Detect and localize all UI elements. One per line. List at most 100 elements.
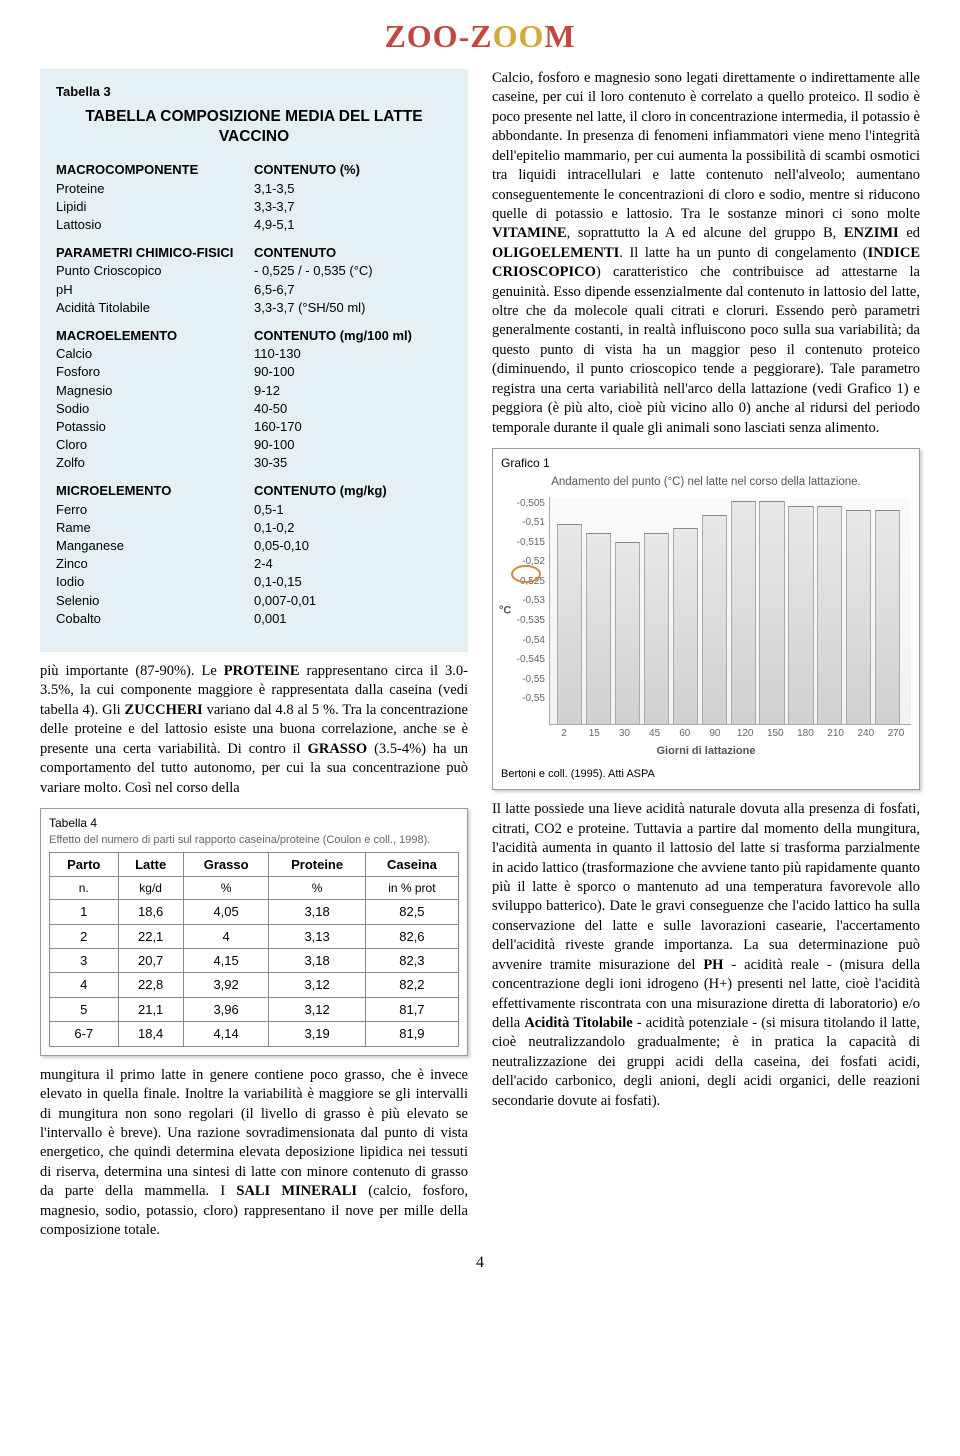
t4-cell: 3,13 <box>269 924 365 948</box>
t3-cell: 40-50 <box>254 400 452 418</box>
table-3: Tabella 3 TABELLA COMPOSIZIONE MEDIA DEL… <box>40 69 468 652</box>
t4-cell: 3,96 <box>183 997 269 1021</box>
t4-cell: 3,18 <box>269 900 365 924</box>
t4-cell: 4,15 <box>183 949 269 973</box>
t4-cell: 22,8 <box>118 973 183 997</box>
t3-header: MICROELEMENTO <box>56 482 254 500</box>
t4-cell: 21,1 <box>118 997 183 1021</box>
t4-cell: 2 <box>50 924 119 948</box>
t4-cell: 82,2 <box>365 973 458 997</box>
t4-cell: 18,4 <box>118 1022 183 1046</box>
ytick: -0,51 <box>501 518 545 528</box>
chart-bar <box>788 506 813 724</box>
chart-bar <box>586 533 611 724</box>
t3-cell: 3,3-3,7 (°SH/50 ml) <box>254 299 452 317</box>
chart-ylabel: °C <box>499 603 511 618</box>
table-4: Tabella 4 Effetto del numero di parti su… <box>40 808 468 1056</box>
t3-cell: 90-100 <box>254 436 452 454</box>
grafico-1: Grafico 1 Andamento del punto (°C) nel l… <box>492 448 920 790</box>
t4-cell: 81,7 <box>365 997 458 1021</box>
xtick: 60 <box>670 727 700 740</box>
chart-bar <box>557 524 582 724</box>
paragraph-left-1: più importante (87-90%). Le PROTEINE rap… <box>40 662 468 798</box>
t3-cell: pH <box>56 281 254 299</box>
xtick: 90 <box>700 727 730 740</box>
t3-cell: Lattosio <box>56 216 254 234</box>
t3-cell: Fosforo <box>56 363 254 381</box>
t3-cell: 90-100 <box>254 363 452 381</box>
t3-cell: 30-35 <box>254 454 452 472</box>
table4-label: Tabella 4 <box>49 815 459 831</box>
t4-cell: 3,92 <box>183 973 269 997</box>
xtick: 45 <box>640 727 670 740</box>
chart-bar <box>702 515 727 724</box>
t4-header: Proteine <box>269 852 365 876</box>
xtick: 2 <box>549 727 579 740</box>
t4-header: Latte <box>118 852 183 876</box>
t4-header: Caseina <box>365 852 458 876</box>
right-column: Calcio, fosforo e magnesio sono legati d… <box>492 69 920 1240</box>
t3-cell: Sodio <box>56 400 254 418</box>
t3-cell: Calcio <box>56 345 254 363</box>
t4-cell: 18,6 <box>118 900 183 924</box>
t3-cell: 3,1-3,5 <box>254 180 452 198</box>
chart-bar <box>644 533 669 724</box>
xtick: 180 <box>790 727 820 740</box>
t3-cell: 9-12 <box>254 382 452 400</box>
table3-label: Tabella 3 <box>56 83 452 101</box>
t3-cell: Acidità Titolabile <box>56 299 254 317</box>
xtick: 270 <box>881 727 911 740</box>
t3-cell: Rame <box>56 519 254 537</box>
t3-cell: 6,5-6,7 <box>254 281 452 299</box>
ytick: -0,54 <box>501 636 545 646</box>
t3-cell: Potassio <box>56 418 254 436</box>
chart-bar <box>875 510 900 723</box>
t4-cell: 1 <box>50 900 119 924</box>
grafico1-label: Grafico 1 <box>501 455 911 471</box>
left-column: Tabella 3 TABELLA COMPOSIZIONE MEDIA DEL… <box>40 69 468 1240</box>
t3-cell: 2-4 <box>254 555 452 573</box>
page-number: 4 <box>40 1254 920 1272</box>
t4-subheader: % <box>269 877 365 900</box>
t3-cell: 0,007-0,01 <box>254 592 452 610</box>
t3-cell: - 0,525 / - 0,535 (°C) <box>254 262 452 280</box>
table4-caption: Effetto del numero di parti sul rapporto… <box>49 833 459 848</box>
t3-cell: 0,5-1 <box>254 501 452 519</box>
ytick: -0,515 <box>501 538 545 548</box>
t4-cell: 82,5 <box>365 900 458 924</box>
chart-bar <box>759 501 784 723</box>
t4-subheader: % <box>183 877 269 900</box>
t4-cell: 3,12 <box>269 973 365 997</box>
paragraph-left-2: mungitura il primo latte in genere conti… <box>40 1066 468 1241</box>
t3-header: CONTENUTO (%) <box>254 161 452 179</box>
logo: ZOO-ZOOM <box>40 18 920 55</box>
xtick: 150 <box>760 727 790 740</box>
t3-cell: Selenio <box>56 592 254 610</box>
t3-header: CONTENUTO (mg/kg) <box>254 482 452 500</box>
t4-cell: 3 <box>50 949 119 973</box>
t3-cell: 160-170 <box>254 418 452 436</box>
t4-cell: 82,6 <box>365 924 458 948</box>
t4-cell: 20,7 <box>118 949 183 973</box>
xtick: 15 <box>579 727 609 740</box>
paragraph-right-1: Calcio, fosforo e magnesio sono legati d… <box>492 69 920 438</box>
table4-grid: PartoLatteGrassoProteineCaseina n.kg/d%%… <box>49 852 459 1047</box>
chart-plot <box>549 497 911 725</box>
t3-cell: 110-130 <box>254 345 452 363</box>
chart-area: °C -0,505-0,51-0,515-0,52-0,525-0,53-0,5… <box>501 497 911 725</box>
t4-cell: 5 <box>50 997 119 1021</box>
t4-cell: 4 <box>50 973 119 997</box>
highlight-circle-icon <box>511 565 541 583</box>
t3-header: CONTENUTO <box>254 244 452 262</box>
t3-cell: Lipidi <box>56 198 254 216</box>
t3-cell: Cloro <box>56 436 254 454</box>
chart-bar <box>817 506 842 724</box>
t4-cell: 82,3 <box>365 949 458 973</box>
chart-xaxis: 21530456090120150180210240270 <box>501 727 911 740</box>
t3-cell: 0,001 <box>254 610 452 628</box>
ytick: -0,55 <box>501 675 545 685</box>
t3-cell: 0,1-0,15 <box>254 573 452 591</box>
t3-header: MACROCOMPONENTE <box>56 161 254 179</box>
t4-header: Grasso <box>183 852 269 876</box>
t3-header: CONTENUTO (mg/100 ml) <box>254 327 452 345</box>
